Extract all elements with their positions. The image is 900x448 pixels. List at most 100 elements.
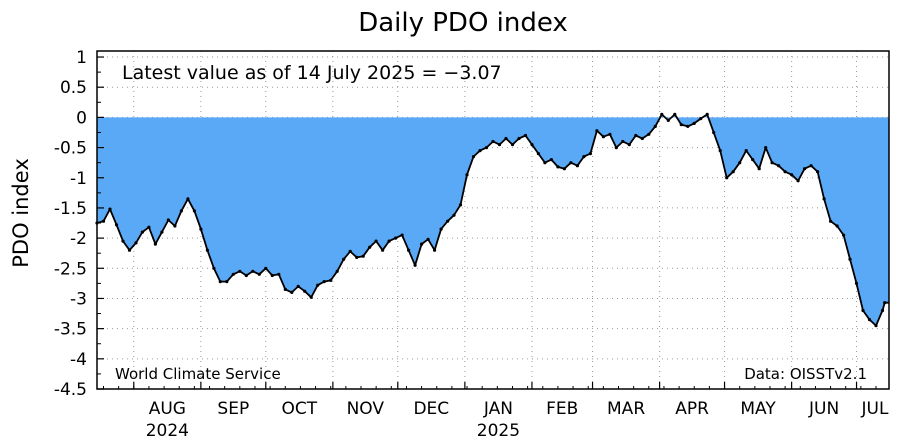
data-point-2024-12-03 bbox=[400, 233, 404, 237]
data-point-2025-02-13 bbox=[556, 165, 560, 169]
data-point-2024-11-24 bbox=[381, 248, 385, 252]
x-tick-label-may: MAY bbox=[740, 399, 776, 419]
y-tick-label: 0 bbox=[76, 108, 87, 128]
data-point-2025-01-26 bbox=[517, 136, 521, 141]
data-point-2024-07-21 bbox=[108, 207, 112, 211]
data-point-2025-06-22 bbox=[835, 224, 839, 228]
y-tick-label: -2 bbox=[70, 229, 87, 249]
data-point-2025-02-28 bbox=[588, 152, 593, 156]
y-tick-label: -3.5 bbox=[54, 320, 87, 340]
data-point-2025-03-03 bbox=[595, 129, 599, 133]
data-point-2024-12-30 bbox=[458, 203, 463, 207]
data-point-2024-09-28 bbox=[257, 272, 261, 276]
data-point-2025-01-17 bbox=[497, 143, 502, 147]
data-point-2024-08-17 bbox=[166, 218, 170, 222]
latest-value-annotation: Latest value as of 14 July 2025 = −3.07 bbox=[122, 62, 502, 84]
data-point-2025-05-23 bbox=[770, 161, 774, 165]
x-tick-label-jan: JAN bbox=[483, 399, 513, 419]
data-point-2024-12-18 bbox=[433, 248, 437, 252]
data-point-2024-08-26 bbox=[186, 197, 190, 201]
y-tick-label: 0.5 bbox=[60, 78, 87, 98]
data-point-2024-10-25 bbox=[316, 283, 320, 287]
data-point-2024-10-01 bbox=[264, 266, 268, 270]
data-point-2025-03-30 bbox=[653, 124, 657, 128]
data-point-2024-08-20 bbox=[173, 224, 177, 228]
x-tick-label-jul: JUL bbox=[861, 399, 889, 419]
data-point-2025-01-05 bbox=[471, 155, 476, 159]
y-axis-label: PDO index bbox=[9, 158, 33, 268]
data-point-2024-11-30 bbox=[394, 236, 398, 240]
data-point-2025-05-14 bbox=[751, 158, 755, 162]
x-tick-label-aug: AUG bbox=[149, 399, 186, 419]
x-tick-label-mar: MAR bbox=[607, 399, 645, 419]
data-point-2024-11-18 bbox=[368, 245, 372, 249]
data-point-2025-01-08 bbox=[478, 149, 482, 153]
data-point-2024-07-24 bbox=[114, 223, 119, 227]
data-point-2024-12-24 bbox=[446, 219, 450, 223]
data-point-2025-02-22 bbox=[575, 164, 580, 168]
data-point-2024-09-16 bbox=[231, 272, 235, 276]
data-point-2025-07-13 bbox=[880, 308, 885, 313]
data-point-2024-08-14 bbox=[160, 230, 164, 234]
data-point-2024-09-04 bbox=[205, 248, 209, 252]
data-point-2024-10-28 bbox=[322, 280, 326, 284]
data-point-2024-07-27 bbox=[121, 239, 125, 243]
data-point-2025-02-10 bbox=[549, 158, 554, 162]
data-point-2025-04-02 bbox=[660, 112, 664, 116]
data-point-2024-08-02 bbox=[134, 241, 138, 245]
y-tick-label: 1 bbox=[76, 48, 87, 68]
data-point-2025-07-14 bbox=[883, 301, 887, 305]
y-tick-label: -3 bbox=[70, 289, 87, 309]
data-point-2025-03-09 bbox=[608, 132, 612, 136]
data-point-2024-07-30 bbox=[127, 248, 132, 252]
data-point-2025-03-06 bbox=[601, 135, 606, 139]
x-tick-label-sep: SEP bbox=[217, 399, 249, 419]
data-point-2025-02-01 bbox=[530, 143, 534, 147]
y-tick-label: -0.5 bbox=[54, 139, 87, 159]
data-point-2024-11-09 bbox=[348, 249, 352, 253]
data-point-2025-06-07 bbox=[803, 167, 807, 171]
data-point-2024-12-12 bbox=[420, 242, 424, 246]
chart-title: Daily PDO index bbox=[358, 8, 568, 38]
data-point-2025-05-05 bbox=[731, 170, 735, 174]
data-point-2025-02-19 bbox=[569, 161, 573, 165]
data-point-2025-03-12 bbox=[614, 146, 618, 150]
data-point-2025-04-20 bbox=[699, 117, 703, 121]
data-point-2025-04-23 bbox=[705, 112, 709, 116]
data-point-2024-10-22 bbox=[309, 295, 313, 299]
data-point-2025-06-25 bbox=[842, 233, 846, 237]
data-point-2024-09-07 bbox=[212, 266, 216, 270]
data-point-2024-12-15 bbox=[426, 237, 430, 241]
data-point-2025-04-05 bbox=[666, 118, 670, 122]
y-tick-label: -1 bbox=[70, 169, 87, 189]
data-point-2025-04-08 bbox=[673, 112, 677, 116]
data-point-2024-08-23 bbox=[179, 209, 183, 213]
data-point-2025-05-02 bbox=[725, 176, 729, 180]
data-point-2025-02-04 bbox=[536, 152, 541, 156]
data-point-2024-09-22 bbox=[244, 273, 248, 278]
x-year-label-2024: 2024 bbox=[146, 421, 189, 441]
data-point-2025-02-25 bbox=[582, 155, 586, 159]
data-point-2025-06-04 bbox=[796, 179, 800, 183]
data-point-2025-05-08 bbox=[738, 161, 742, 165]
credit-world-climate-service: World Climate Service bbox=[115, 365, 281, 383]
y-tick-label: -1.5 bbox=[54, 199, 87, 219]
data-point-2024-11-27 bbox=[387, 239, 391, 243]
data-point-2025-02-16 bbox=[562, 167, 567, 171]
data-point-2025-04-14 bbox=[686, 124, 690, 128]
data-point-2025-05-20 bbox=[764, 146, 768, 150]
x-tick-label-jun: JUN bbox=[808, 399, 839, 419]
data-point-2025-06-28 bbox=[848, 257, 852, 261]
x-year-label-2025: 2025 bbox=[477, 421, 520, 441]
data-point-2025-05-29 bbox=[783, 170, 787, 174]
x-tick-label-apr: APR bbox=[675, 399, 709, 419]
data-point-2025-07-07 bbox=[867, 318, 872, 322]
data-point-2025-05-26 bbox=[777, 164, 781, 168]
credit-data-source: Data: OISSTv2.1 bbox=[744, 365, 867, 383]
data-point-2025-06-13 bbox=[816, 170, 820, 174]
data-point-2024-11-03 bbox=[335, 269, 339, 273]
data-point-2025-06-16 bbox=[822, 197, 826, 201]
data-point-2024-12-21 bbox=[439, 227, 443, 231]
data-point-2024-09-13 bbox=[225, 280, 229, 284]
